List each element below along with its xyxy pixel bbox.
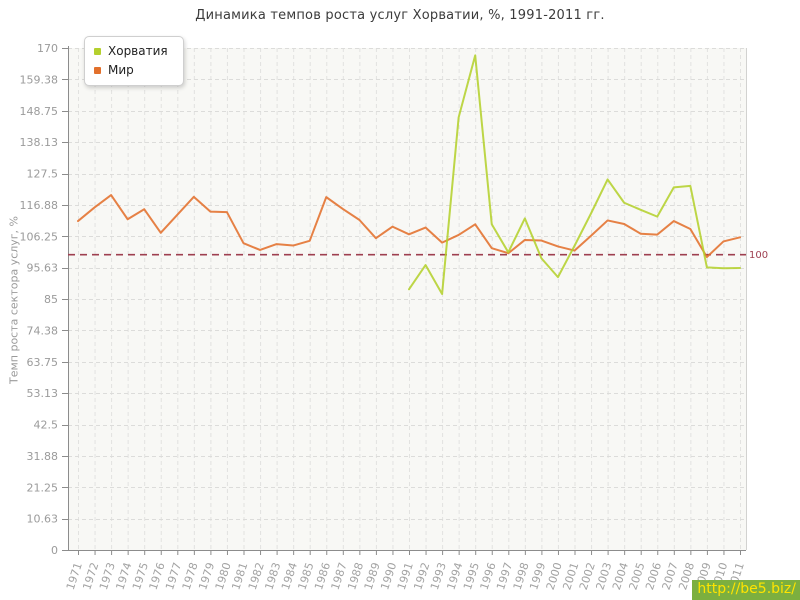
series-line-world [77, 194, 741, 259]
y-axis-ticks: 0 10.63 21.25 31.88 42.5 53.13 63.75 74.38 85 95.… [20, 42, 59, 557]
legend-item-world: Мир [94, 61, 168, 80]
watermark-link[interactable]: http://be5.biz/ [692, 580, 800, 600]
series-line-croatia [408, 54, 741, 295]
chart-title: Динамика темпов роста услуг Хорватии, %,… [195, 8, 605, 23]
legend-item-croatia: Хорватия [94, 42, 168, 61]
y-tick-label: 63.75 [27, 356, 59, 369]
y-tick-label: 148.75 [20, 105, 59, 118]
y-tick-label: 74.38 [27, 324, 59, 337]
y-tick-label: 0 [51, 544, 58, 557]
y-tick-label: 138.13 [20, 136, 59, 149]
legend-swatch-world [94, 67, 101, 74]
legend-label-croatia: Хорватия [108, 44, 168, 58]
x-axis-ticks: 1971197219731974197519761977197819791980… [64, 561, 747, 592]
y-tick-label: 53.13 [27, 387, 59, 400]
y-tick-label: 10.63 [27, 513, 59, 526]
y-tick-label: 170 [37, 42, 58, 55]
y-tick-label: 31.88 [27, 450, 59, 463]
y-tick-label: 85 [44, 293, 58, 306]
y-tick-label: 159.38 [20, 73, 59, 86]
y-tick-label: 106.25 [20, 230, 59, 243]
y-tick-label: 127.5 [27, 168, 59, 181]
reference-line-label: 100 [749, 250, 768, 261]
y-tick-label: 42.5 [34, 419, 59, 432]
axes [62, 46, 746, 555]
y-tick-label: 95.63 [27, 262, 59, 275]
y-tick-label: 21.25 [27, 481, 59, 494]
legend: Хорватия Мир [84, 36, 184, 86]
y-tick-label: 116.88 [20, 199, 59, 212]
legend-swatch-croatia [94, 48, 101, 55]
horizontal-gridlines [68, 48, 746, 520]
legend-label-world: Мир [108, 63, 134, 77]
